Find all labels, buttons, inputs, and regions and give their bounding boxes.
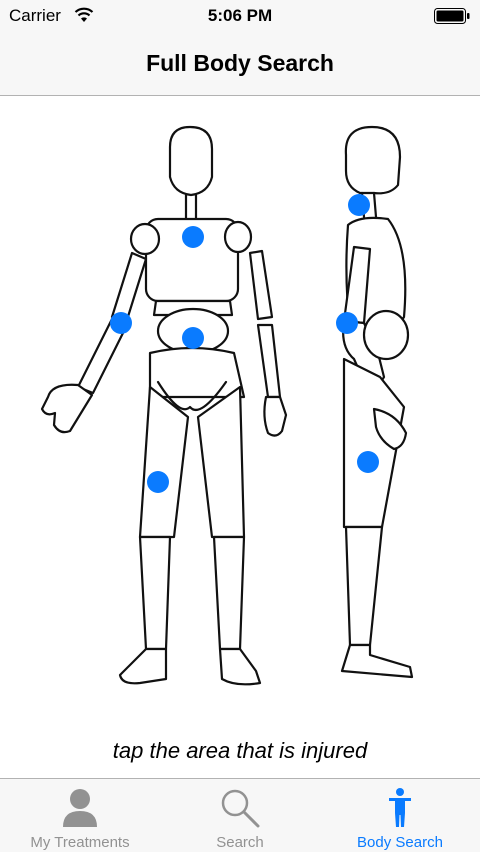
hotspot-chest[interactable] [182, 226, 204, 248]
hotspot-side-hand[interactable] [336, 312, 358, 334]
tab-label: My Treatments [30, 834, 130, 851]
hotspot-front-right-arm[interactable] [110, 312, 132, 334]
carrier-label: Carrier [9, 6, 61, 25]
standing-figure-icon [389, 788, 411, 827]
wifi-icon [74, 7, 94, 22]
body-figures [40, 125, 414, 686]
tab-label: Body Search [357, 834, 443, 851]
tab-search[interactable]: Search [160, 779, 320, 852]
tab-body-search[interactable]: Body Search [320, 779, 480, 852]
navigation-bar: Full Body Search [0, 32, 480, 96]
status-bar: Carrier 5:06 PM [0, 0, 480, 32]
front-figure [40, 125, 288, 686]
tab-label: Search [216, 834, 264, 851]
hotspot-abdomen[interactable] [182, 327, 204, 349]
hotspot-side-thigh[interactable] [357, 451, 379, 473]
body-diagram [0, 97, 480, 717]
hotspot-front-left-thigh[interactable] [147, 471, 169, 493]
tab-bar: My Treatments Search Body Search [0, 778, 480, 852]
hotspot-side-neck[interactable] [348, 194, 370, 216]
tab-my-treatments[interactable]: My Treatments [0, 779, 160, 852]
instruction-text: tap the area that is injured [112, 738, 368, 763]
magnifier-icon [221, 789, 260, 828]
page-title: Full Body Search [146, 50, 334, 76]
status-time: 5:06 PM [207, 6, 273, 25]
battery-icon [434, 8, 470, 24]
side-figure [340, 125, 414, 679]
person-icon [63, 789, 97, 827]
